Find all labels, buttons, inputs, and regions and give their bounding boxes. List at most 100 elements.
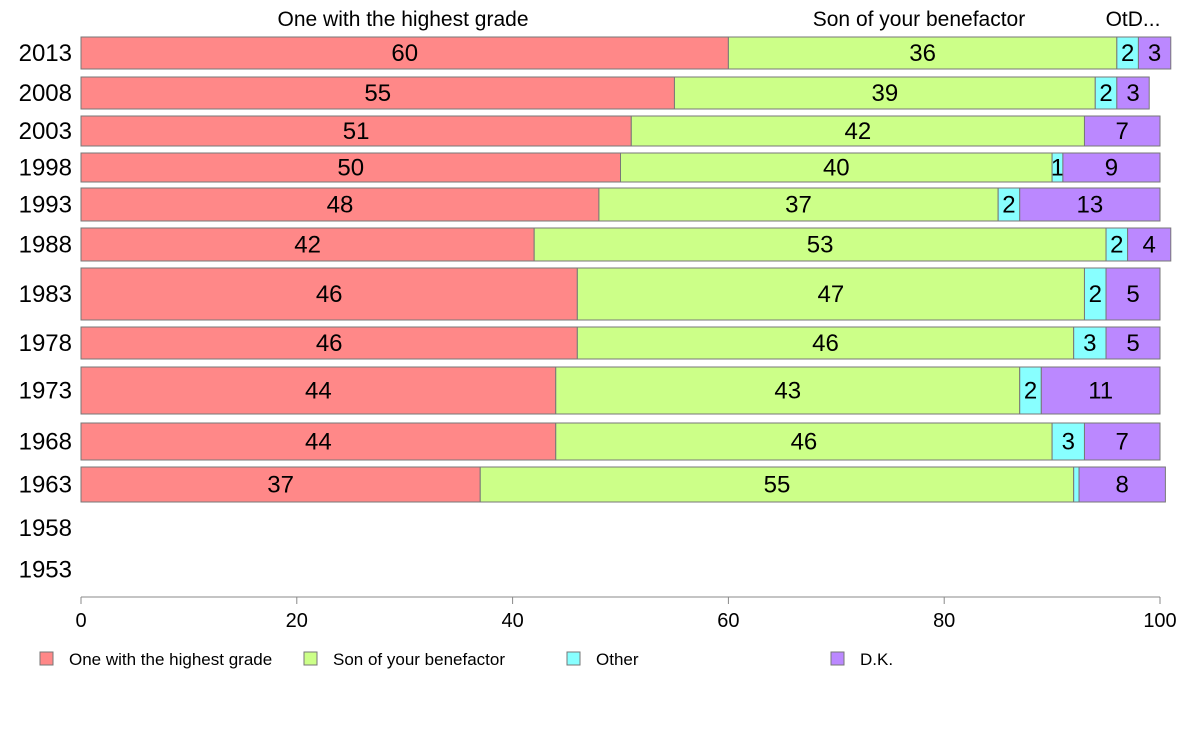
bar-segment bbox=[598, 187, 999, 222]
bar-value-label: 55 bbox=[364, 80, 391, 107]
bar-value-label: 2 bbox=[1089, 281, 1102, 308]
year-label: 1988 bbox=[19, 232, 72, 259]
bar-segment bbox=[1083, 115, 1161, 147]
bar-value-label: 39 bbox=[872, 80, 899, 107]
year-label: 2008 bbox=[19, 80, 72, 107]
year-label: 2003 bbox=[19, 118, 72, 145]
bar-segment bbox=[555, 422, 1053, 461]
bar-segment bbox=[80, 466, 481, 503]
bar-value-label: 4 bbox=[1143, 232, 1156, 259]
bar-value-label: 48 bbox=[327, 192, 354, 219]
x-axis: 0 20 40 60 80 100 bbox=[75, 596, 1177, 632]
bar-value-label: 9 bbox=[1105, 155, 1118, 182]
bar-segment bbox=[576, 326, 1075, 360]
column-header: One with the highest grade bbox=[278, 8, 529, 31]
x-tick-label: 100 bbox=[1143, 610, 1176, 632]
bar-value-label: 37 bbox=[785, 192, 812, 219]
legend-label: D.K. bbox=[860, 650, 893, 669]
x-tick-label: 20 bbox=[286, 610, 308, 632]
bar-value-label: 42 bbox=[845, 118, 872, 145]
bar-segment bbox=[1062, 152, 1161, 183]
legend-swatch bbox=[566, 651, 581, 666]
bar-segment bbox=[80, 227, 535, 262]
bar-segment bbox=[1137, 36, 1172, 70]
bar-value-label: 3 bbox=[1148, 40, 1161, 67]
bar-value-label: 46 bbox=[316, 281, 343, 308]
bar-value-label: 7 bbox=[1116, 118, 1129, 145]
year-label: 1953 bbox=[19, 557, 72, 584]
year-axis-labels: 2013 2008 2003 1998 1993 1988 1983 1978 1973 1968… bbox=[19, 40, 72, 584]
bar-segment bbox=[620, 152, 1053, 183]
bar-value-label: 47 bbox=[818, 281, 845, 308]
legend-label: One with the highest grade bbox=[69, 650, 272, 669]
bar-segment bbox=[1116, 76, 1150, 110]
legend-swatch bbox=[39, 651, 54, 666]
legend-label: Other bbox=[596, 650, 639, 669]
bar-value-label: 2 bbox=[1099, 80, 1112, 107]
column-headers: One with the highest grade Son of your be… bbox=[278, 8, 1161, 31]
bar-segment bbox=[1019, 187, 1161, 222]
legend-swatch bbox=[303, 651, 318, 666]
bar-segment bbox=[80, 76, 675, 110]
bar-segment bbox=[1073, 466, 1080, 503]
bar-value-label: 46 bbox=[812, 330, 839, 357]
year-label: 1973 bbox=[19, 378, 72, 405]
bar-segment bbox=[80, 187, 600, 222]
bar-segment bbox=[479, 466, 1075, 503]
bar-segment bbox=[80, 422, 557, 461]
bar-value-label: 46 bbox=[791, 429, 818, 456]
year-label: 1978 bbox=[19, 330, 72, 357]
column-header: OtD... bbox=[1106, 8, 1161, 31]
bar-value-label: 40 bbox=[823, 155, 850, 182]
bar-value-label: 5 bbox=[1126, 281, 1139, 308]
bar-value-label: 37 bbox=[267, 472, 294, 499]
bar-segment bbox=[80, 366, 557, 415]
bar-value-label: 42 bbox=[294, 232, 321, 259]
bar-segment bbox=[576, 267, 1085, 321]
x-tick-label: 80 bbox=[933, 610, 955, 632]
legend-label: Son of your benefactor bbox=[333, 650, 505, 669]
bar-value-label: 2 bbox=[1002, 192, 1015, 219]
bar-value-label: 3 bbox=[1062, 429, 1075, 456]
bar-segment bbox=[1083, 422, 1161, 461]
bar-value-label: 53 bbox=[807, 232, 834, 259]
bar-value-label: 46 bbox=[316, 330, 343, 357]
bar-value-label: 55 bbox=[764, 472, 791, 499]
bar-segment bbox=[80, 326, 578, 360]
x-tick-label: 0 bbox=[75, 610, 86, 632]
bar-segment bbox=[1078, 466, 1166, 503]
bar-segment bbox=[1105, 326, 1161, 360]
year-label: 2013 bbox=[19, 40, 72, 67]
bar-segment bbox=[80, 152, 621, 183]
bar-segment bbox=[80, 267, 578, 321]
bar-segment bbox=[1073, 326, 1107, 360]
x-tick-label: 60 bbox=[717, 610, 739, 632]
bar-segment bbox=[673, 76, 1096, 110]
bar-segment bbox=[555, 366, 1021, 415]
bar-value-label: 51 bbox=[343, 118, 370, 145]
bar-value-label: 8 bbox=[1116, 472, 1129, 499]
column-header: Son of your benefactor bbox=[813, 8, 1025, 31]
year-label: 1998 bbox=[19, 155, 72, 182]
bar-value-label: 3 bbox=[1083, 330, 1096, 357]
legend: One with the highest grade Son of your be… bbox=[39, 650, 893, 669]
year-label: 1993 bbox=[19, 192, 72, 219]
legend-swatch bbox=[830, 651, 845, 666]
bar-segment bbox=[1127, 227, 1172, 262]
bar-segment bbox=[1105, 267, 1161, 321]
bar-value-label: 44 bbox=[305, 429, 332, 456]
year-label: 1968 bbox=[19, 429, 72, 456]
bar-value-label: 13 bbox=[1077, 192, 1104, 219]
year-label: 1958 bbox=[19, 515, 72, 542]
bar-value-label: 43 bbox=[774, 378, 801, 405]
bar-segment bbox=[80, 115, 632, 147]
bar-segment bbox=[727, 36, 1118, 70]
bar-value-label: 44 bbox=[305, 378, 332, 405]
bar-segment bbox=[80, 36, 729, 70]
bar-value-label: 2 bbox=[1110, 232, 1123, 259]
bar-value-label: 7 bbox=[1116, 429, 1129, 456]
bar-value-label: 5 bbox=[1126, 330, 1139, 357]
bar-segment bbox=[1040, 366, 1161, 415]
